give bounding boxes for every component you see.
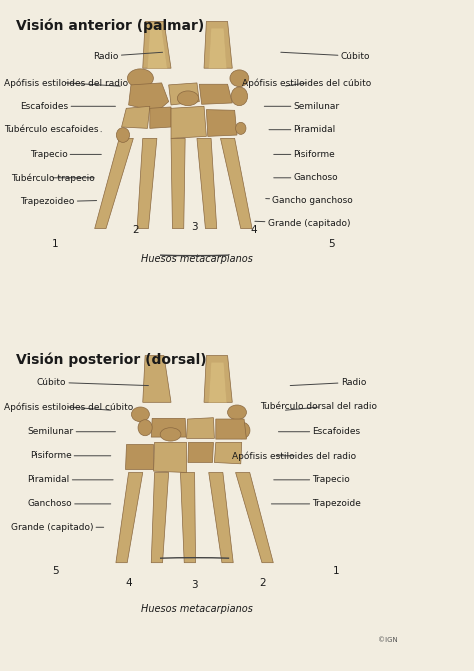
Polygon shape xyxy=(125,444,153,469)
Ellipse shape xyxy=(117,127,129,142)
Text: 5: 5 xyxy=(52,566,59,576)
Polygon shape xyxy=(121,106,150,128)
Text: 5: 5 xyxy=(328,239,335,249)
Polygon shape xyxy=(128,83,169,111)
Text: 2: 2 xyxy=(260,578,266,588)
Text: 1: 1 xyxy=(52,239,59,249)
Text: Huesos metacarpianos: Huesos metacarpianos xyxy=(141,254,253,264)
Polygon shape xyxy=(220,138,252,229)
Text: 3: 3 xyxy=(191,580,198,590)
Text: Semilunar: Semilunar xyxy=(264,102,340,111)
Polygon shape xyxy=(214,442,242,464)
Text: Pisiforme: Pisiforme xyxy=(273,150,335,159)
Ellipse shape xyxy=(131,407,149,421)
Text: Visión posterior (dorsal): Visión posterior (dorsal) xyxy=(16,353,206,368)
Text: 4: 4 xyxy=(125,578,132,588)
Text: Huesos metacarpianos: Huesos metacarpianos xyxy=(141,605,253,615)
Text: Apófisis estiloides del cúbito: Apófisis estiloides del cúbito xyxy=(4,402,133,412)
Text: Trapezoideo: Trapezoideo xyxy=(20,197,97,207)
Ellipse shape xyxy=(236,122,246,134)
Text: Trapecio: Trapecio xyxy=(273,475,350,484)
Polygon shape xyxy=(188,442,213,462)
Text: Ganchoso: Ganchoso xyxy=(27,499,111,509)
Polygon shape xyxy=(216,419,246,439)
Polygon shape xyxy=(204,21,232,68)
Text: Grande (capitado): Grande (capitado) xyxy=(11,523,104,532)
Text: Pisiforme: Pisiforme xyxy=(30,452,111,460)
Ellipse shape xyxy=(234,422,250,439)
Polygon shape xyxy=(151,418,186,437)
Ellipse shape xyxy=(138,419,152,435)
Text: 3: 3 xyxy=(191,222,198,232)
Text: Cúbito: Cúbito xyxy=(36,378,148,386)
Ellipse shape xyxy=(228,405,246,419)
Text: Ganchoso: Ganchoso xyxy=(273,173,338,183)
Polygon shape xyxy=(209,28,227,68)
Text: Trapezoide: Trapezoide xyxy=(272,499,361,509)
Ellipse shape xyxy=(160,427,181,441)
Text: Visión anterior (palmar): Visión anterior (palmar) xyxy=(16,19,204,34)
Polygon shape xyxy=(209,472,233,563)
Polygon shape xyxy=(147,28,167,68)
Text: ©IGN: ©IGN xyxy=(378,637,398,643)
Text: Radio: Radio xyxy=(290,378,366,386)
Polygon shape xyxy=(204,356,232,403)
Polygon shape xyxy=(209,362,227,403)
Polygon shape xyxy=(150,107,171,128)
Polygon shape xyxy=(95,138,133,229)
Polygon shape xyxy=(137,138,157,229)
Text: Gancho ganchoso: Gancho ganchoso xyxy=(266,196,353,205)
Text: Escafoides: Escafoides xyxy=(20,102,116,111)
Text: Grande (capitado): Grande (capitado) xyxy=(255,219,350,227)
Text: Apófisis estiloides del radio: Apófisis estiloides del radio xyxy=(4,78,128,88)
Polygon shape xyxy=(171,138,185,229)
Text: 1: 1 xyxy=(333,566,339,576)
Text: Escafoides: Escafoides xyxy=(278,427,361,436)
Polygon shape xyxy=(116,472,143,563)
Text: Cúbito: Cúbito xyxy=(281,52,370,60)
Polygon shape xyxy=(197,138,217,229)
Polygon shape xyxy=(236,472,273,563)
Ellipse shape xyxy=(177,91,199,105)
Text: Tubérculo dorsal del radio: Tubérculo dorsal del radio xyxy=(261,403,378,411)
Ellipse shape xyxy=(230,70,249,87)
Text: Trapecio: Trapecio xyxy=(30,150,101,159)
Ellipse shape xyxy=(128,69,154,88)
Polygon shape xyxy=(171,106,206,138)
Text: Apófisis estiloides del cúbito: Apófisis estiloides del cúbito xyxy=(242,78,371,88)
Polygon shape xyxy=(181,472,196,563)
Text: 4: 4 xyxy=(250,225,257,235)
Polygon shape xyxy=(199,85,232,104)
Text: Tubérculo escafoides: Tubérculo escafoides xyxy=(4,125,101,134)
Text: 2: 2 xyxy=(132,225,139,235)
Polygon shape xyxy=(206,109,237,136)
Polygon shape xyxy=(154,442,187,472)
Text: Piramidal: Piramidal xyxy=(269,125,336,134)
Text: Piramidal: Piramidal xyxy=(27,475,113,484)
Text: Radio: Radio xyxy=(93,52,163,60)
Text: Semilunar: Semilunar xyxy=(27,427,116,436)
Polygon shape xyxy=(143,356,171,403)
Text: Apófisis estiloides del radio: Apófisis estiloides del radio xyxy=(232,451,356,460)
Polygon shape xyxy=(187,417,214,438)
Polygon shape xyxy=(143,21,171,68)
Polygon shape xyxy=(169,83,199,105)
Text: Tubérculo trapecio: Tubérculo trapecio xyxy=(11,173,95,183)
Ellipse shape xyxy=(231,87,247,105)
Polygon shape xyxy=(151,472,169,563)
